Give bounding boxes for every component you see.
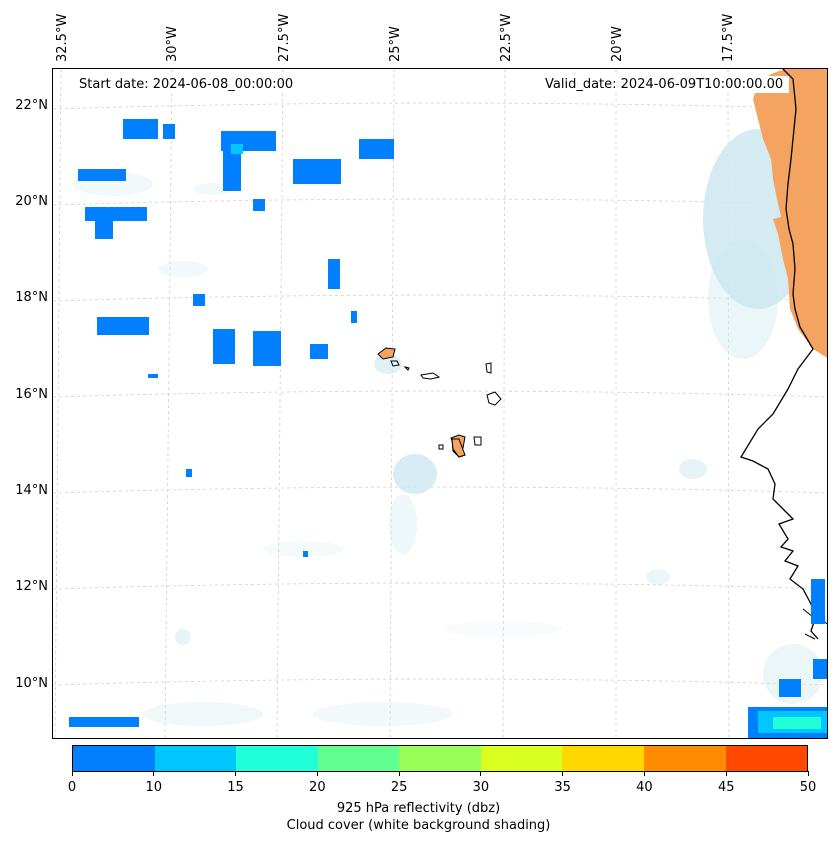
- colorbar-tick-label: 20: [309, 780, 326, 795]
- colorbar-segment: [643, 746, 726, 771]
- lon-label-30w: 30°W: [165, 26, 180, 62]
- lat-label-10n: 10°N: [15, 676, 48, 691]
- colorbar-sublabel: Cloud cover (white background shading): [286, 818, 551, 833]
- graticule: [53, 69, 827, 738]
- map-canvas: [53, 69, 827, 738]
- colorbar-tick-label: 0: [67, 780, 77, 795]
- colorbar-tick-label: 50: [799, 780, 817, 795]
- colorbar-label: 925 hPa reflectivity (dbz): [336, 801, 501, 816]
- colorbar-tick: [71, 771, 73, 776]
- colorbar-tick: [562, 771, 564, 776]
- lat-label-12n: 12°N: [15, 579, 48, 594]
- colorbar: [72, 745, 808, 772]
- colorbar-tick-label: 40: [636, 780, 653, 795]
- colorbar-tick-label: 30: [472, 780, 490, 795]
- lat-label-20n: 20°N: [15, 194, 48, 209]
- colorbar-segment: [480, 746, 563, 771]
- colorbar-tick: [807, 771, 809, 776]
- colorbar-segment: [399, 746, 481, 771]
- start-date-label: Start date: 2024-06-08_00:00:00: [73, 76, 300, 93]
- africa-land: [753, 69, 827, 358]
- colorbar-segment: [236, 746, 318, 771]
- colorbar-tick: [643, 771, 645, 776]
- colorbar-tick-label: 25: [390, 780, 408, 795]
- lon-label-32-5w: 32.5°W: [55, 13, 70, 62]
- colorbar-tick: [480, 771, 482, 776]
- colorbar-segment: [562, 746, 644, 771]
- colorbar-tick-label: 45: [717, 780, 735, 795]
- cloud-cover-shading: [73, 129, 823, 726]
- colorbar-segment: [73, 746, 155, 771]
- lon-label-20w: 20°W: [610, 26, 625, 62]
- colorbar-segment: [317, 746, 400, 771]
- colorbar-segment: [725, 746, 808, 771]
- colorbar-tick: [153, 771, 155, 776]
- colorbar-tick: [725, 771, 727, 776]
- lat-label-18n: 18°N: [15, 290, 48, 305]
- map-panel[interactable]: [52, 68, 828, 739]
- lat-label-22n: 22°N: [15, 98, 48, 113]
- colorbar-tick: [235, 771, 237, 776]
- colorbar-tick-label: 35: [554, 780, 571, 795]
- colorbar-tick: [316, 771, 318, 776]
- lon-label-22-5w: 22.5°W: [499, 13, 514, 62]
- colorbar-segment: [154, 746, 237, 771]
- africa-coastline: [740, 69, 819, 640]
- colorbar-tick-label: 10: [145, 780, 163, 795]
- lon-label-27-5w: 27.5°W: [277, 13, 292, 62]
- cape-verde-islands: [377, 347, 502, 458]
- lat-label-14n: 14°N: [15, 483, 48, 498]
- reflectivity-patches-higher: [231, 144, 827, 733]
- lon-label-17-5w: 17.5°W: [721, 13, 736, 62]
- colorbar-tick-label: 15: [227, 780, 244, 795]
- colorbar-tick: [398, 771, 400, 776]
- lon-label-25w: 25°W: [388, 26, 403, 62]
- lat-label-16n: 16°N: [15, 387, 48, 402]
- valid-date-label: Valid_date: 2024-06-09T10:00:00.00: [539, 76, 790, 93]
